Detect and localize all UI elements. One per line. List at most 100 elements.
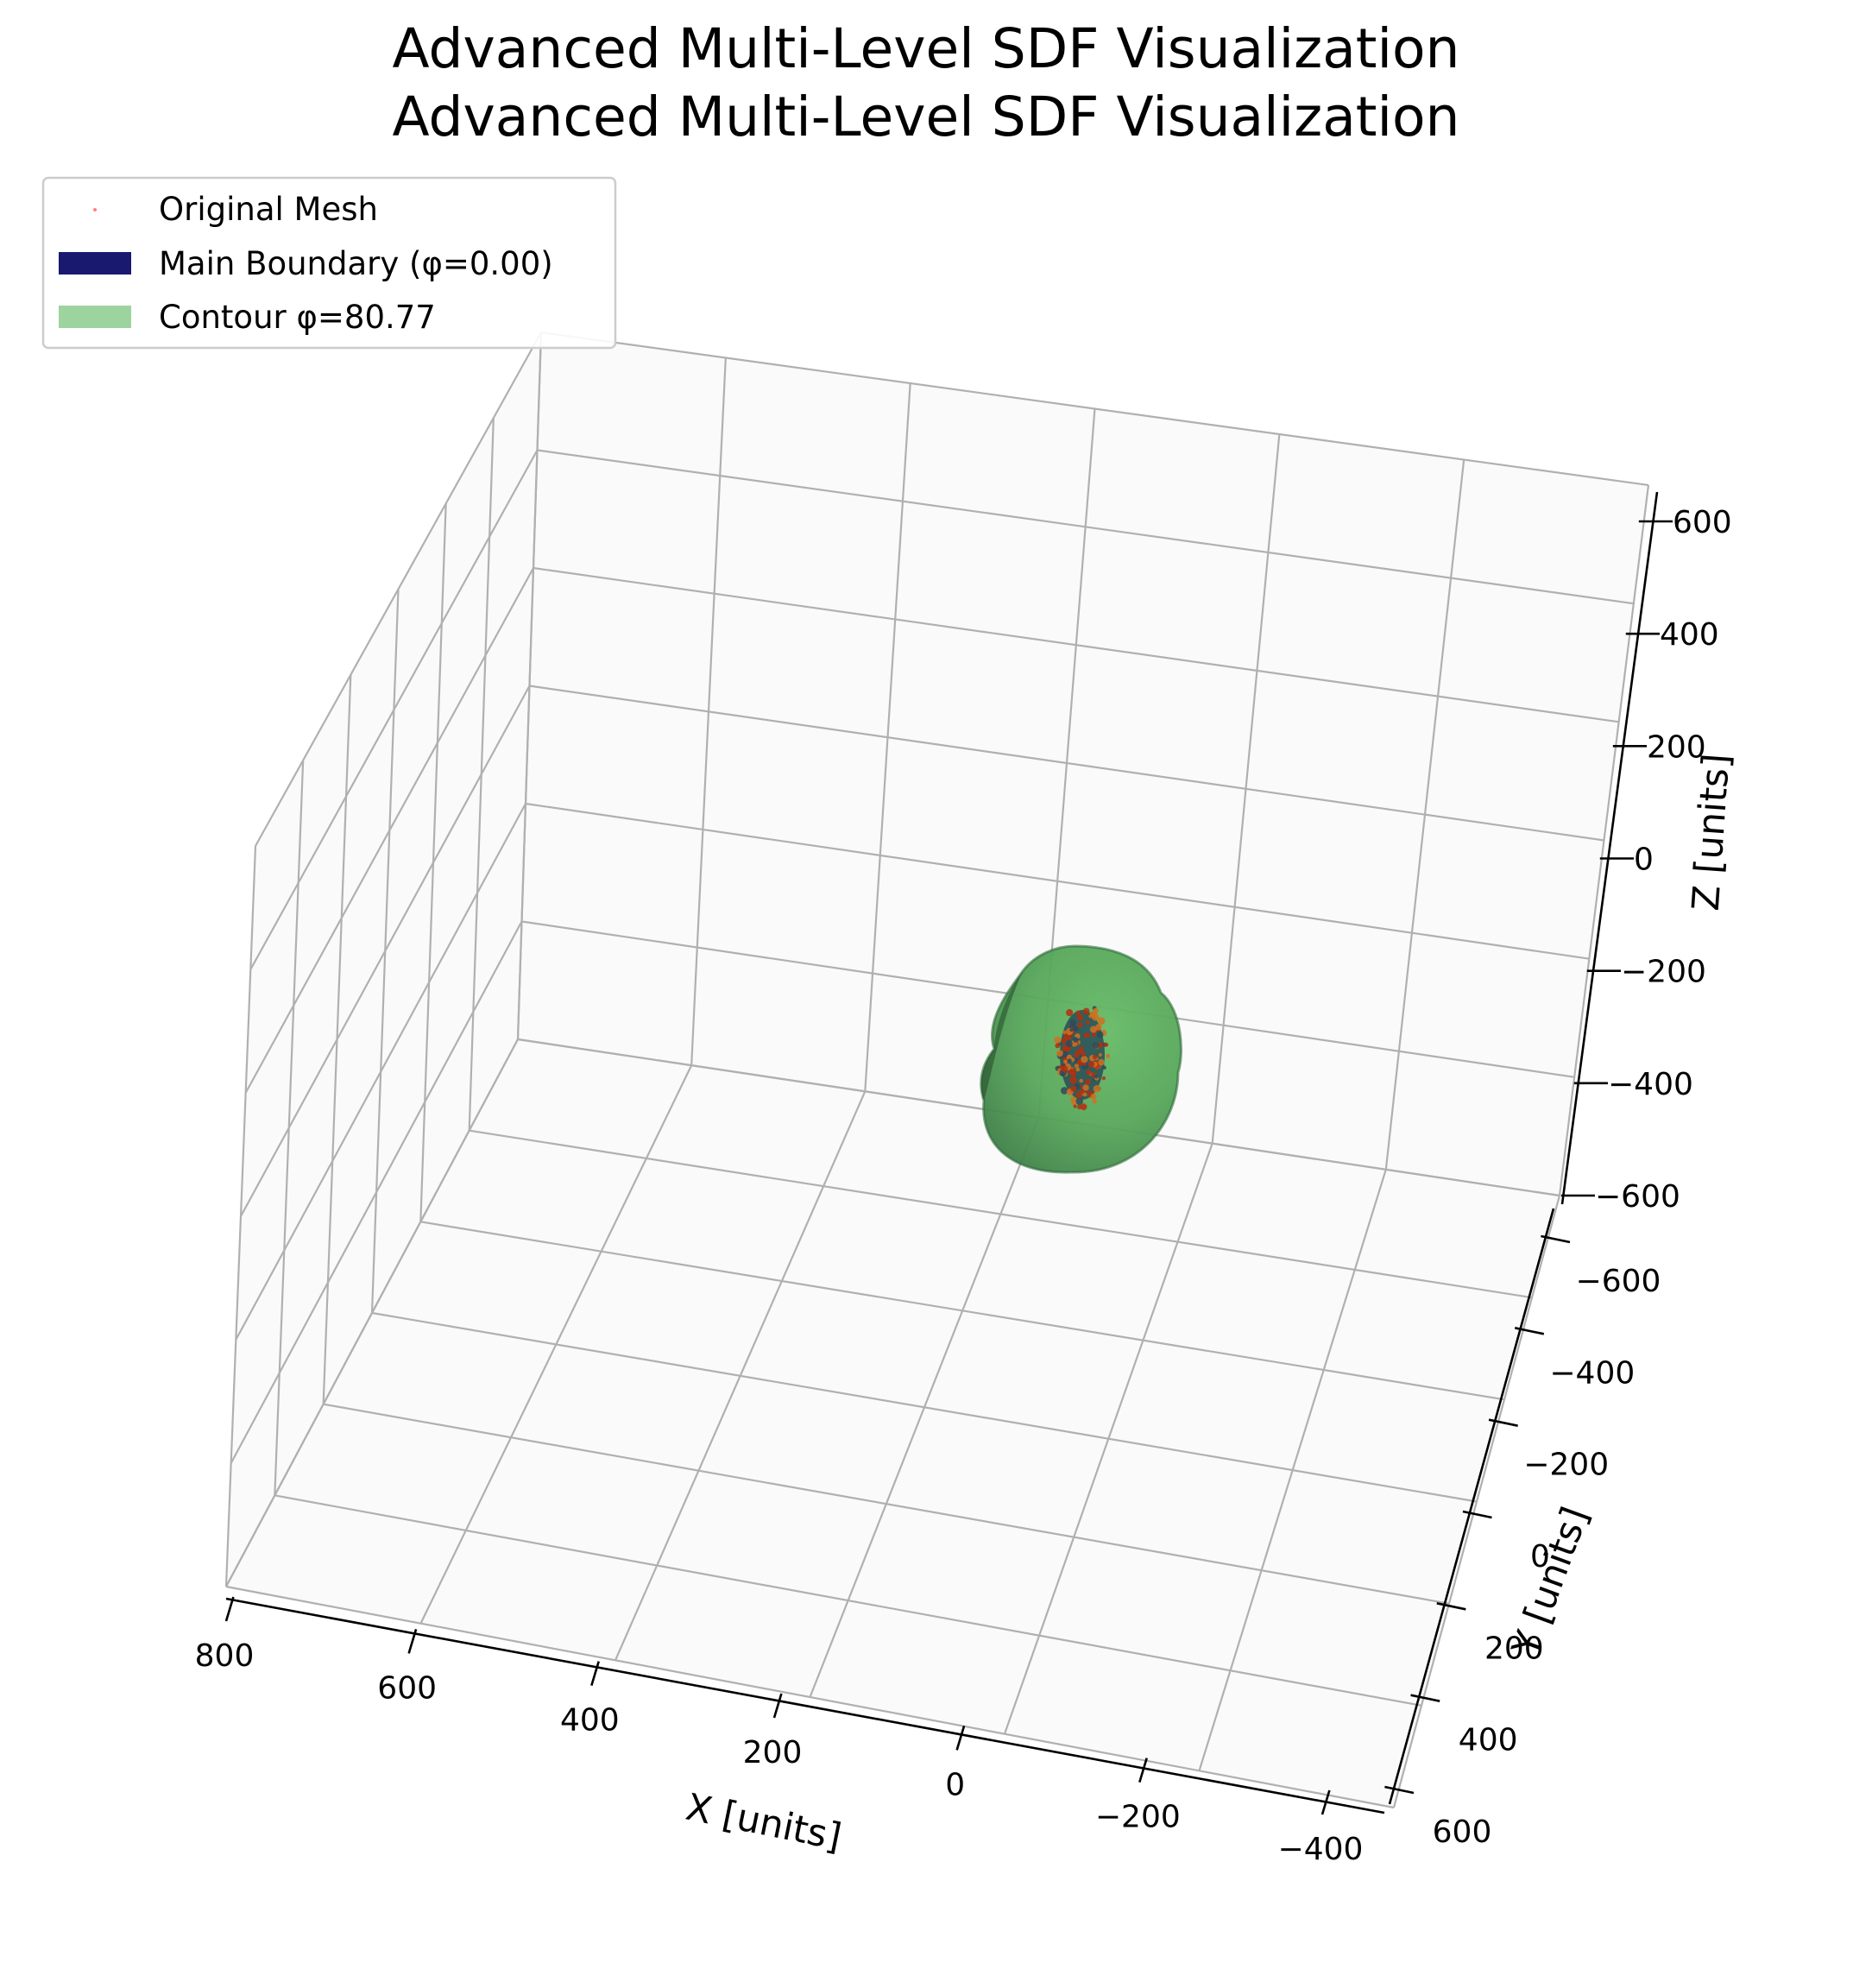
mesh-point [1072, 1073, 1076, 1078]
y-tick-mark [1384, 1785, 1415, 1795]
mesh-point [1075, 1010, 1081, 1016]
original-mesh-points [1054, 1006, 1111, 1111]
mesh-point [1093, 1007, 1099, 1014]
mesh-point [1066, 1040, 1073, 1048]
mesh-point [1056, 1050, 1063, 1057]
x-tick-label: 0 [945, 1767, 965, 1802]
mesh-point [1066, 1009, 1074, 1017]
grid-line-y-floor [274, 1494, 1422, 1707]
mesh-point [1061, 1087, 1068, 1095]
x-tick-mark [590, 1661, 600, 1687]
mesh-point [1079, 1089, 1085, 1095]
mesh-point [1077, 1022, 1083, 1028]
mesh-point [1090, 1012, 1097, 1019]
legend-item-main-boundary: Main Boundary (φ=0.00) [59, 245, 553, 282]
mesh-point [1090, 1094, 1097, 1100]
mesh-point [1082, 1007, 1090, 1015]
mesh-point [1091, 1032, 1096, 1038]
y-tick-mark [1436, 1602, 1466, 1611]
mesh-point [1090, 1026, 1097, 1033]
legend-label-main-boundary: Main Boundary (φ=0.00) [159, 245, 553, 282]
mesh-point [1084, 1079, 1091, 1085]
mesh-point [1073, 1026, 1079, 1032]
mesh-point [1061, 1065, 1068, 1073]
y-tick-label: −400 [1549, 1355, 1635, 1391]
z-tick-label: −600 [1595, 1179, 1680, 1215]
tick-labels: 800 600 400 200 0 −200 −400 −600 −400 −200 0 200 40… [195, 505, 1732, 1867]
mesh-point [1054, 1036, 1062, 1044]
y-tick-mark [1410, 1694, 1440, 1702]
legend-swatch-main-boundary [59, 252, 131, 275]
mesh-point [1095, 1024, 1102, 1031]
x-tick-label: 600 [377, 1670, 437, 1706]
y-tick-mark [1462, 1510, 1492, 1519]
mesh-point [1079, 1078, 1083, 1083]
x-tick-labels: 800 600 400 200 0 −200 −400 [195, 1638, 1364, 1867]
mesh-point [1074, 1052, 1080, 1058]
y-axis-line [1388, 1208, 1555, 1805]
z-tick-label: 600 [1673, 505, 1732, 540]
y-tick-labels: −600 −400 −200 0 200 400 600 [1433, 1264, 1661, 1850]
z-tick-label: 400 [1660, 617, 1719, 653]
legend-item-original-mesh: Original Mesh [93, 191, 378, 228]
legend-label-original-mesh: Original Mesh [159, 191, 378, 228]
x-tick-mark [772, 1693, 783, 1719]
mesh-point [1102, 1065, 1106, 1070]
y-tick-mark [1541, 1234, 1571, 1244]
mesh-point [1085, 1032, 1091, 1038]
mesh-point [1079, 1046, 1084, 1051]
mesh-point [1067, 1045, 1072, 1051]
mesh-point [1070, 1085, 1077, 1092]
x-tick-label: 400 [560, 1703, 620, 1739]
mesh-point [1098, 1058, 1105, 1066]
z-axis-label: Z [units] [1685, 752, 1739, 912]
legend-label-contour: Contour φ=80.77 [159, 299, 436, 336]
grid-line-z-left [225, 1038, 519, 1587]
z-axis-line [1560, 491, 1659, 1205]
axes-lines [225, 491, 1659, 1814]
z-tick-label: 0 [1634, 843, 1654, 878]
pane-back [518, 332, 1648, 1196]
mesh-point [1062, 1030, 1067, 1035]
mesh-point [1055, 1043, 1061, 1049]
axes-panes [226, 332, 1648, 1808]
mesh-point [1104, 1042, 1109, 1047]
y-tick-label: −200 [1523, 1448, 1609, 1483]
mesh-point [1081, 1056, 1088, 1063]
mesh-point [1082, 1084, 1089, 1091]
mesh-point [1098, 1053, 1102, 1057]
mesh-point [1067, 1058, 1072, 1063]
x-axis-line [225, 1597, 1385, 1814]
mesh-point [1083, 1092, 1087, 1097]
mesh-point [1106, 1053, 1111, 1058]
z-tick-label: 200 [1647, 729, 1706, 765]
legend: Original Mesh Main Boundary (φ=0.00) Con… [41, 176, 617, 350]
mesh-point [1101, 1076, 1106, 1081]
contour-shadow [980, 971, 1023, 1101]
mesh-point [1069, 1076, 1077, 1084]
mesh-point [1093, 1054, 1098, 1060]
x-tick-mark [1320, 1789, 1331, 1815]
mesh-point [1063, 1059, 1068, 1064]
mesh-point [1061, 1038, 1067, 1044]
x-tick-mark [224, 1596, 235, 1622]
x-tick-mark [955, 1725, 966, 1751]
mesh-point [1086, 1070, 1092, 1076]
mesh-point [1069, 1027, 1074, 1032]
pane-floor [226, 1039, 1560, 1808]
pane-left [226, 332, 541, 1587]
mesh-point [1094, 1075, 1099, 1079]
mesh-point [1093, 1042, 1100, 1050]
chart-title-line-1: Advanced Multi-Level SDF Visualization [393, 17, 1460, 80]
y-tick-label: 400 [1459, 1723, 1518, 1758]
mesh-point [1088, 1061, 1095, 1068]
grid-line-y-floor [225, 1585, 1395, 1809]
z-tick-label: −400 [1608, 1067, 1693, 1102]
legend-swatch-contour [59, 306, 131, 328]
sdf-surfaces [980, 944, 1182, 1174]
mesh-point [1075, 1097, 1083, 1106]
mesh-point [1082, 1062, 1087, 1066]
x-axis-label: X [units] [682, 1786, 845, 1859]
mesh-point [1070, 1096, 1076, 1103]
x-tick-mark [407, 1628, 418, 1654]
